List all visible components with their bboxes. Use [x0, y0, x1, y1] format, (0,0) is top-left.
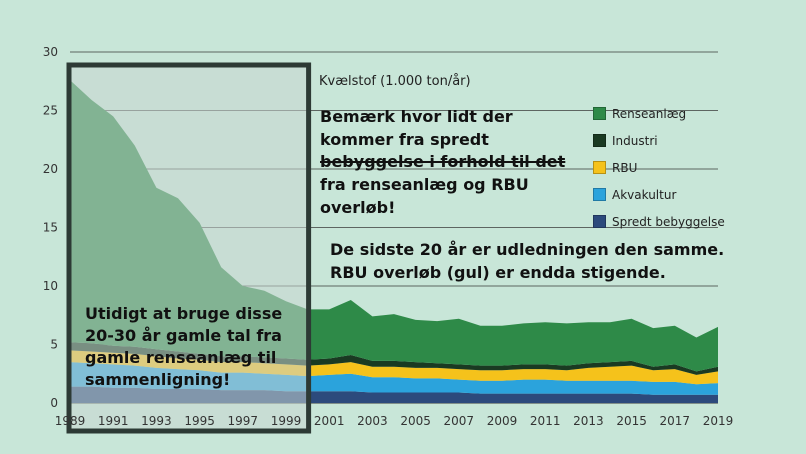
x-tick-label: 1999 [271, 414, 302, 428]
legend-label: Spredt bebyggelse [612, 214, 725, 229]
legend-swatch [593, 215, 606, 228]
area-rbu [70, 350, 718, 385]
x-tick-label: 2013 [573, 414, 604, 428]
annotation-text-part2: fra renseanlæg og RBU overløb! [320, 175, 529, 217]
annotation-line-2: RBU overløb (gul) er endda stigende. [330, 262, 666, 282]
x-tick-label: 2017 [660, 414, 691, 428]
chart-legend: Renseanlæg Industri RBU Akvakultur Spredt be… [593, 100, 725, 235]
x-tick-label: 2001 [314, 414, 345, 428]
x-tick-label: 1989 [55, 414, 86, 428]
legend-label: RBU [612, 160, 638, 175]
area-industri [70, 342, 718, 375]
legend-swatch [593, 188, 606, 201]
legend-label: Industri [612, 133, 658, 148]
annotation-spredt-bebyggelse: Bemærk hvor lidt der kommer fra spredt b… [320, 106, 580, 220]
x-tick-label: 2015 [616, 414, 647, 428]
annotation-text-struck: bebyggelse i forhold til det [320, 152, 566, 172]
x-tick-label: 1995 [184, 414, 215, 428]
legend-label: Renseanlæg [612, 106, 687, 121]
y-tick-label: 20 [43, 162, 58, 176]
legend-swatch [593, 134, 606, 147]
y-tick-label: 5 [50, 338, 58, 352]
legend-item: Akvakultur [593, 181, 725, 208]
x-tick-label: 2011 [530, 414, 561, 428]
annotation-last-20-years: De sidste 20 år er udledningen den samme… [330, 239, 800, 284]
annotation-line-1: De sidste 20 år er udledningen den samme… [330, 240, 725, 259]
legend-item: RBU [593, 154, 725, 181]
y-tick-label: 10 [43, 279, 58, 293]
annotation-old-data-warning: Utidigt at bruge disse 20-30 år gamle ta… [85, 304, 283, 390]
legend-item: Industri [593, 127, 725, 154]
x-tick-label: 2007 [444, 414, 475, 428]
x-tick-label: 2009 [487, 414, 518, 428]
y-tick-label: 0 [50, 396, 58, 410]
x-tick-label: 1991 [98, 414, 129, 428]
legend-label: Akvakultur [612, 187, 677, 202]
x-tick-label: 1993 [141, 414, 172, 428]
x-tick-label: 2003 [357, 414, 388, 428]
legend-swatch [593, 161, 606, 174]
legend-item: Spredt bebyggelse [593, 208, 725, 235]
legend-swatch [593, 107, 606, 120]
y-tick-label: 15 [43, 221, 58, 235]
y-tick-label: 25 [43, 104, 58, 118]
legend-item: Renseanlæg [593, 100, 725, 127]
annotation-text-part1: Bemærk hvor lidt der kommer fra spredt [320, 107, 513, 149]
highlight-overlay [69, 65, 309, 431]
x-tick-label: 2005 [400, 414, 431, 428]
chart-title: Kvælstof (1.000 ton/år) [319, 74, 471, 89]
x-tick-label: 2019 [703, 414, 734, 428]
highlight-frame [66, 62, 312, 434]
x-tick-label: 1997 [228, 414, 259, 428]
y-tick-label: 30 [43, 45, 58, 59]
